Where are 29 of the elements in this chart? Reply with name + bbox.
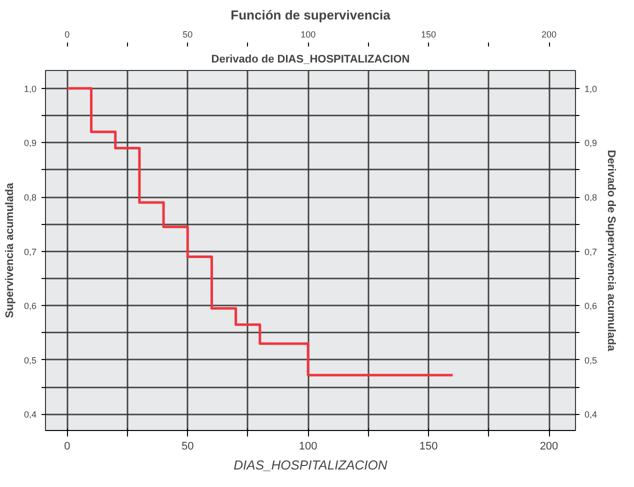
y2-tick-label: 0,9 (584, 138, 598, 148)
y2-tick-label: 0,8 (584, 192, 598, 203)
x-tick-label: 50 (182, 440, 194, 452)
y2-axis-title: Derivado de Supervivencia acumulada (605, 150, 618, 352)
x-tick-label: 100 (298, 440, 318, 452)
y-tick-label: 1,0 (24, 84, 37, 94)
x2-tick-label: 100 (300, 30, 316, 40)
y-axis-title: Supervivencia acumulada (4, 182, 16, 318)
chart-subtitle: Derivado de DIAS_HOSPITALIZACION (211, 54, 410, 66)
x2-tick-label: 0 (64, 30, 70, 40)
y-tick-label: 0,9 (24, 138, 37, 148)
x-tick-label: 0 (64, 440, 70, 452)
y-tick-label: 0,8 (24, 192, 37, 203)
x2-tick-label: 200 (541, 30, 557, 40)
y-tick-label: 0,6 (24, 301, 37, 312)
y2-tick-label: 1,0 (584, 84, 598, 94)
x-tick-label: 200 (540, 440, 558, 452)
x2-tick-label: 50 (182, 30, 193, 40)
x-tick-label: 150 (419, 440, 438, 452)
y-tick-label: 0,7 (24, 246, 37, 257)
y2-tick-label: 0,7 (584, 246, 598, 257)
x-axis-title: DIAS_HOSPITALIZACION (234, 458, 388, 472)
y-tick-label: 0,5 (24, 355, 37, 366)
x2-tick-label: 150 (421, 30, 436, 40)
y2-tick-label: 0,6 (584, 301, 598, 312)
chart-title: Función de supervivencia (230, 8, 392, 22)
y2-tick-label: 0,5 (584, 355, 598, 366)
y2-tick-label: 0,4 (584, 410, 598, 420)
y-tick-label: 0,4 (24, 410, 37, 420)
